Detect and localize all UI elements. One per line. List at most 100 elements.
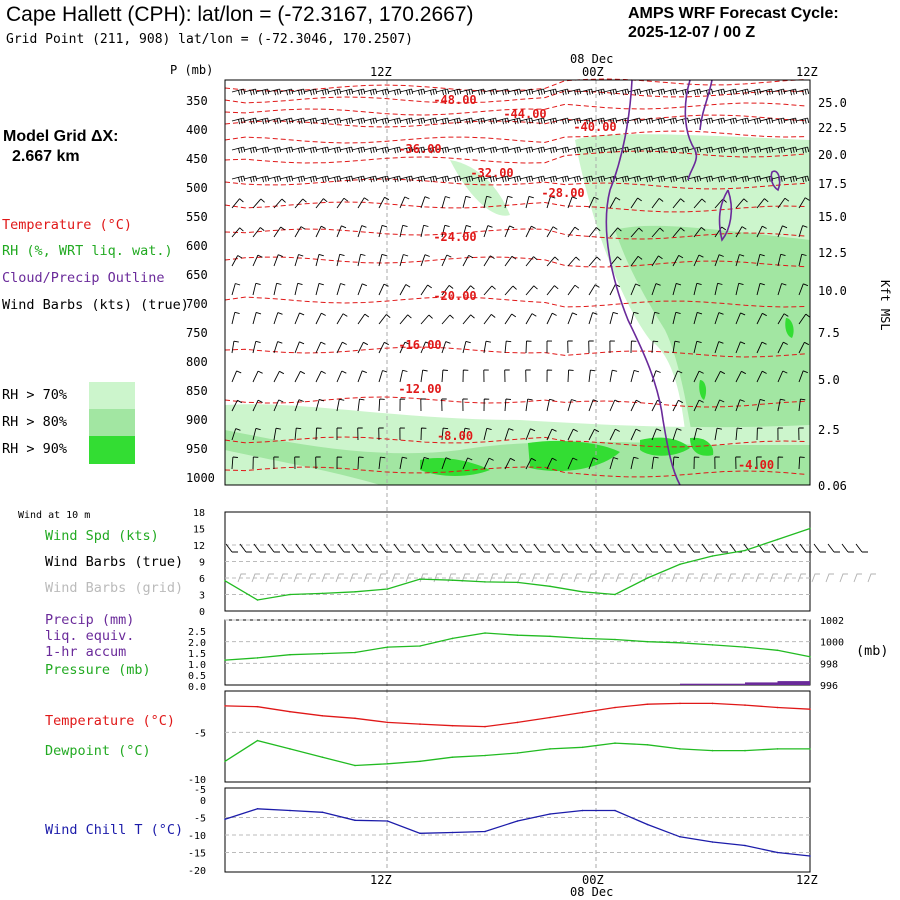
model-grid-label: Model Grid ΔX: [3,128,119,145]
wind-barb [378,196,390,209]
pressure-label-700: 700 [186,297,208,311]
wind-speed-line-point [679,563,681,566]
wind-chill-line-point [711,841,714,843]
wind-barb-grid [489,573,498,583]
isotherm-line [224,346,806,358]
wind-barb [567,340,573,354]
wind-barb [294,399,304,412]
pressure-y-label: 998 [820,659,838,670]
wind-barb [231,340,239,354]
wind-barb [798,398,806,412]
wind-barb-true [617,543,630,553]
wind-barb [651,117,666,125]
wind-barb [735,341,746,354]
wind-barb [273,427,281,441]
wind-barb [756,341,767,354]
wind-barb [447,175,462,183]
wind-barb [672,227,685,238]
wind-barb-grid [447,573,456,583]
wind-barb [375,117,390,125]
isotherm-label: -48.00 [433,93,476,107]
chill-y-label: -20 [188,866,206,877]
wind-barb [687,88,702,96]
wind-barb [252,456,259,470]
legend-rh: RH (%, WRT liq. wat.) [2,243,173,259]
wind-barb [378,370,388,383]
pressure-line-point [516,634,519,636]
pressure-line-point [646,640,649,643]
wind-barb [399,284,411,296]
wind-barb [798,370,808,383]
dewpoint-line-point [744,749,746,752]
wind-barb [357,456,364,470]
wind-y-label: 9 [199,558,205,569]
dewpoint-line-point [711,749,714,752]
wind-barb [294,427,302,441]
wind-barb [357,253,366,267]
wind-barb [363,117,378,125]
dewpoint-line-point [386,763,389,765]
legend-rh80: RH > 80% [2,414,68,430]
wind-barb [378,427,384,441]
pressure-label-750: 750 [186,326,208,340]
wind-chill-line-point [256,808,259,810]
wind-barb [567,88,582,96]
wind-barb [546,226,558,238]
bottom-time-label-2: 00Z [582,873,604,887]
wind-barb [747,146,762,154]
wind-barb [279,175,294,183]
wind-speed-line-point [711,555,714,557]
wind-barb [759,146,774,154]
wind-barb [531,175,546,183]
wind-barb [351,117,366,125]
wind-barb [525,285,538,296]
top-time-label-3: 12Z [796,65,818,79]
wind-barb [483,398,490,412]
dewpoint-label: Dewpoint (°C) [45,743,151,759]
wind-barb [339,146,354,154]
wind-chill-line-point [419,832,421,835]
wind-barb-grid [573,573,582,583]
pressure-line-point [614,638,616,641]
wind-barb [693,427,702,441]
wind-barb [693,456,700,470]
wind-barb [777,398,786,412]
wind-barb [759,88,774,96]
wind-speed-line [224,527,811,601]
wind-barb [693,282,702,296]
wind-barb [375,175,390,183]
temperature-line-point [419,723,421,725]
wind-barb [327,146,342,154]
wind-barb [315,88,330,96]
pressure-label-850: 850 [186,384,208,398]
wind-barb [795,117,810,125]
wind-barb [483,427,492,441]
wind-barb [294,456,300,470]
wind-barb [399,427,405,441]
wind-barb [651,283,661,296]
pressure-line-point [224,659,226,661]
wind-barb [462,340,471,354]
wind-barb [273,456,279,470]
wind-barb [609,311,619,325]
wind-barb [588,340,594,354]
wind-barb [423,175,438,183]
temperature-line-point [451,724,454,727]
wind-barb [672,340,680,354]
wind-barb [693,370,704,383]
wind-chill-line-point [321,811,324,814]
wind-y-label: 0 [199,607,205,618]
wind-barb [420,427,427,441]
wind-barb [420,398,426,412]
temperature-line-point [224,705,226,707]
wind-barb [714,399,725,412]
wind-barb [711,88,726,96]
wind-chill-line-point [744,844,746,847]
wind-barb-true [575,543,588,553]
wind-barb [387,117,402,125]
wind-barb-true [645,543,658,553]
height-label-6: 10.0 [818,284,847,298]
wind-barb [420,314,433,325]
wind-barb [471,175,486,183]
